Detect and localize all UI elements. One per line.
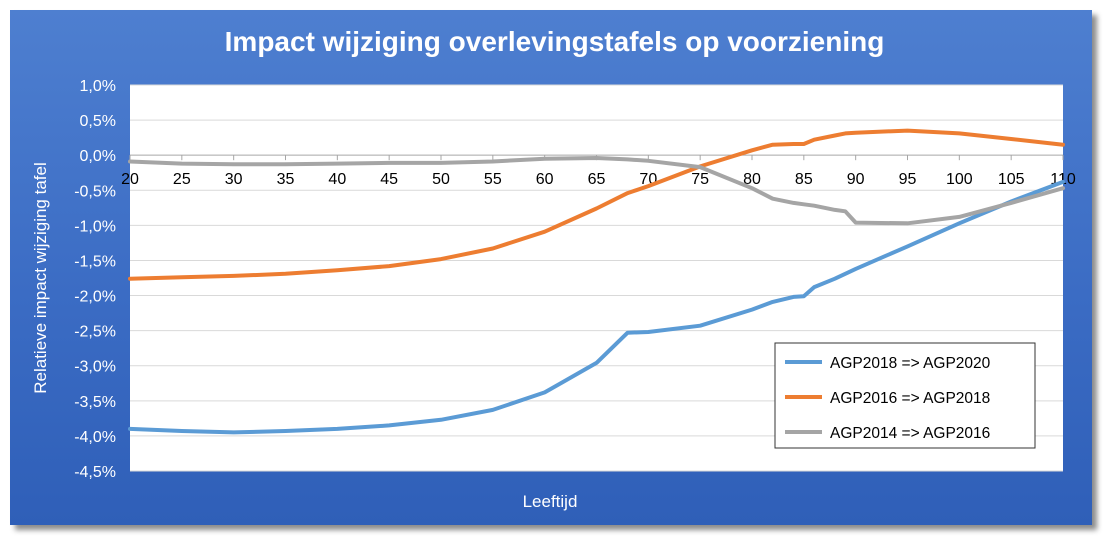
y-tick-label: -1,0%	[74, 218, 116, 235]
y-tick-label: 1,0%	[80, 78, 116, 95]
y-tick-label: -0,5%	[74, 183, 116, 200]
x-axis-title: Leeftijd	[523, 492, 578, 511]
legend-entry: AGP2018 => AGP2020	[830, 355, 991, 372]
y-axis-title: Relatieve impact wijziging tafel	[31, 162, 50, 394]
x-tick-label: 105	[998, 171, 1025, 188]
y-tick-label: -2,0%	[74, 289, 116, 306]
y-tick-label: -3,5%	[74, 394, 116, 411]
x-tick-label: 75	[691, 171, 709, 188]
x-tick-label: 65	[588, 171, 606, 188]
legend-entry: AGP2016 => AGP2018	[830, 390, 990, 407]
x-tick-label: 55	[484, 171, 502, 188]
y-tick-label: -2,5%	[74, 324, 116, 341]
legend-entry: AGP2014 => AGP2016	[830, 425, 990, 442]
y-tick-label: 0,5%	[80, 113, 116, 130]
y-tick-label: -3,0%	[74, 359, 116, 376]
x-tick-label: 40	[328, 171, 346, 188]
x-tick-label: 50	[432, 171, 450, 188]
y-tick-label: 0,0%	[80, 148, 116, 165]
x-tick-label: 25	[173, 171, 191, 188]
y-tick-label: -4,5%	[74, 464, 116, 481]
x-tick-label: 20	[121, 171, 139, 188]
series-line-1	[128, 179, 1065, 435]
chart-title: Impact wijziging overlevingstafels op vo…	[224, 26, 885, 57]
x-tick-label: 100	[946, 171, 973, 188]
legend: AGP2018 => AGP2020 AGP2016 => AGP2018 AGP2…	[774, 342, 1036, 449]
x-tick-label: 45	[380, 171, 398, 188]
y-tick-label: -1,5%	[74, 253, 116, 270]
x-tick-label: 80	[743, 171, 761, 188]
series-lines	[128, 128, 1065, 435]
y-tick-label: -4,0%	[74, 429, 116, 446]
x-tick-label: 35	[277, 171, 295, 188]
x-axis-ticks: 20 25 30 35 40 45 50 55 60 65 70 75 80 85 90 95 100 105 11…	[121, 155, 1076, 188]
x-tick-label: 95	[899, 171, 917, 188]
x-tick-label: 30	[225, 171, 243, 188]
series-line-3	[128, 156, 1065, 226]
x-tick-label: 60	[536, 171, 554, 188]
x-tick-label: 85	[795, 171, 813, 188]
y-axis-ticks: 1,0% 0,5% 0,0% -0,5% -1,0% -1,5% -2,0% -2,5% -3,…	[74, 78, 116, 481]
x-tick-label: 90	[847, 171, 865, 188]
